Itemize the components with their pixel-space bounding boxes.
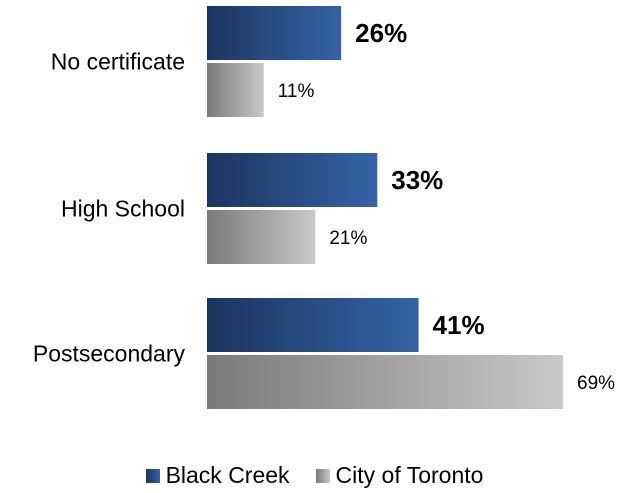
- bar-black-creek-no-certificate: [207, 6, 342, 60]
- legend-item-city-of-toronto: City of Toronto: [315, 462, 484, 489]
- bar-black-creek-high-school: [207, 153, 378, 207]
- chart-legend: Black Creek City of Toronto: [0, 462, 629, 489]
- bar-black-creek-postsecondary: [207, 298, 419, 352]
- bar-city-of-toronto-no-certificate: [207, 63, 264, 117]
- legend-swatch-black-creek: [145, 468, 160, 483]
- category-label-no-certificate: No certificate: [51, 49, 185, 75]
- data-label-black-creek-no-certificate: 26%: [355, 18, 407, 48]
- data-label-city-of-toronto-high-school: 21%: [329, 228, 367, 249]
- data-label-city-of-toronto-no-certificate: 11%: [278, 81, 315, 102]
- bar-city-of-toronto-high-school: [207, 210, 316, 264]
- legend-item-black-creek: Black Creek: [145, 462, 290, 489]
- legend-label-city-of-toronto: City of Toronto: [335, 462, 484, 488]
- category-label-postsecondary: Postsecondary: [33, 341, 186, 367]
- data-label-black-creek-postsecondary: 41%: [433, 310, 485, 340]
- legend-label-black-creek: Black Creek: [165, 462, 290, 488]
- category-label-high-school: High School: [61, 196, 185, 222]
- bar-city-of-toronto-postsecondary: [207, 355, 564, 409]
- data-label-city-of-toronto-postsecondary: 69%: [577, 373, 615, 394]
- legend-swatch-city-of-toronto: [315, 468, 330, 483]
- data-label-black-creek-high-school: 33%: [391, 165, 443, 195]
- plot-area: No certificate 26% 11% High School 33% 21% Pos…: [33, 6, 615, 409]
